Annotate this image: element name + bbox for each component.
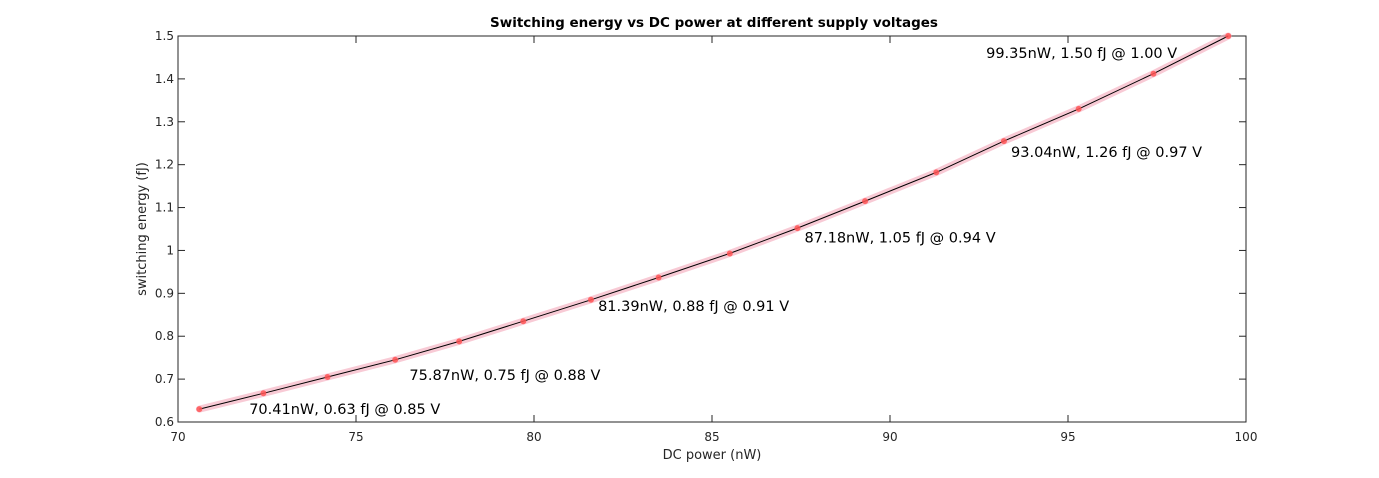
point-annotation: 87.18nW, 1.05 fJ @ 0.94 V — [805, 231, 996, 247]
y-axis-label: switching energy (fJ) — [135, 162, 150, 296]
data-point — [726, 250, 733, 257]
y-tick-label: 0.8 — [155, 329, 174, 343]
y-tick-label: 1.1 — [155, 201, 174, 215]
data-point — [456, 338, 463, 345]
data-point — [794, 225, 801, 232]
chart-title: Switching energy vs DC power at differen… — [490, 15, 938, 31]
point-annotation: 93.04nW, 1.26 fJ @ 0.97 V — [1011, 145, 1202, 161]
y-tick-label: 1.5 — [155, 29, 174, 43]
data-point — [1150, 70, 1157, 77]
x-tick-label: 95 — [1060, 430, 1075, 444]
plot-area — [177, 35, 1247, 423]
point-annotation: 75.87nW, 0.75 fJ @ 0.88 V — [409, 368, 600, 384]
data-point — [1225, 33, 1232, 39]
x-tick-label: 80 — [526, 430, 541, 444]
series-line — [199, 35, 1229, 410]
data-point — [933, 169, 940, 176]
y-tick-label: 1.4 — [155, 72, 174, 86]
data-point — [392, 356, 399, 363]
x-axis-label: DC power (nW) — [663, 448, 762, 463]
y-tick-label: 1 — [166, 243, 174, 257]
x-tick-label: 90 — [882, 430, 897, 444]
data-point — [862, 198, 869, 205]
y-tick-label: 0.6 — [155, 415, 174, 429]
data-point — [260, 390, 267, 397]
y-tick-label: 1.2 — [155, 158, 174, 172]
data-point — [196, 406, 203, 413]
y-tick-label: 0.7 — [155, 372, 174, 386]
data-point — [1000, 138, 1007, 145]
point-annotation: 99.35nW, 1.50 fJ @ 1.00 V — [986, 46, 1177, 62]
y-tick-label: 0.9 — [155, 286, 174, 300]
x-tick-label: 70 — [170, 430, 185, 444]
data-point — [324, 373, 331, 380]
point-annotation: 70.41nW, 0.63 fJ @ 0.85 V — [249, 402, 440, 418]
data-point — [1075, 105, 1082, 112]
x-tick-label: 85 — [704, 430, 719, 444]
y-tick-label: 1.3 — [155, 115, 174, 129]
x-tick-label: 100 — [1235, 430, 1258, 444]
data-point — [520, 318, 527, 325]
data-point — [587, 296, 594, 303]
point-annotation: 81.39nW, 0.88 fJ @ 0.91 V — [598, 299, 789, 315]
data-point — [655, 274, 662, 281]
x-tick-label: 75 — [348, 430, 363, 444]
